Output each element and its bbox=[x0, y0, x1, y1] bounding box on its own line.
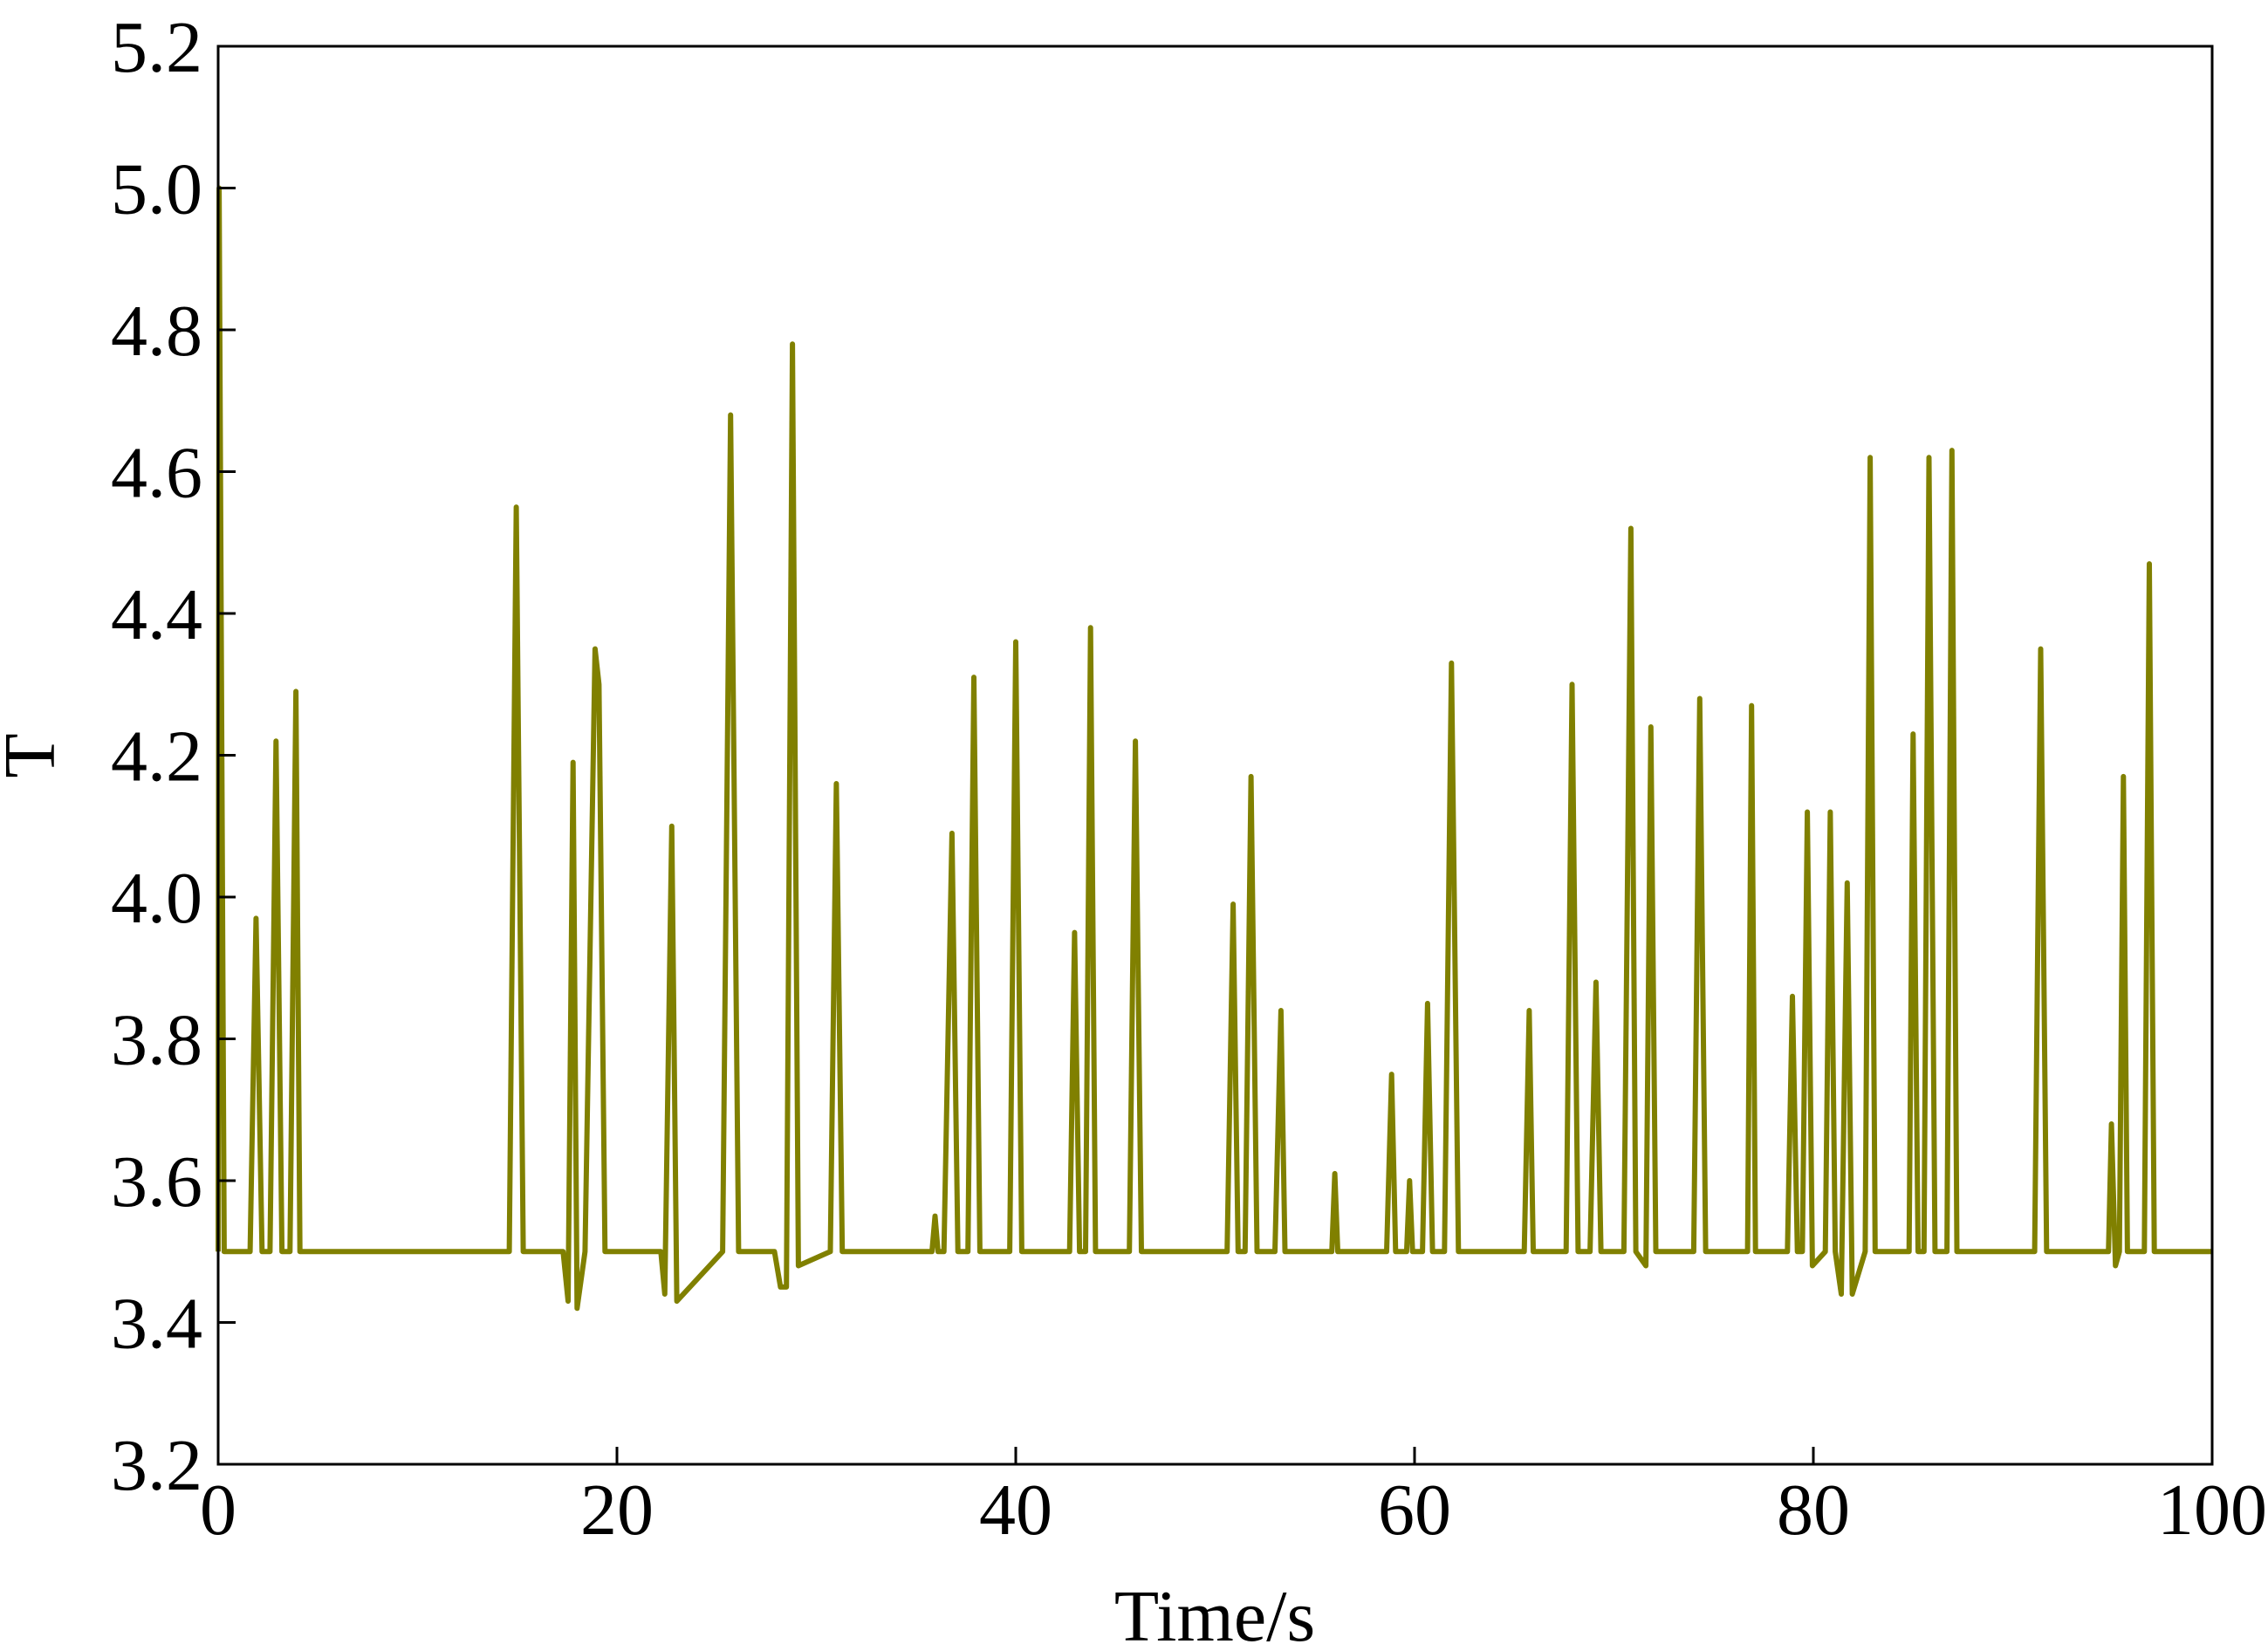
y-tick-label: 3.6 bbox=[111, 1141, 202, 1223]
x-tick-label: 100 bbox=[2157, 1469, 2267, 1551]
y-tick-label: 5.2 bbox=[111, 7, 202, 88]
y-tick-label: 5.0 bbox=[111, 149, 202, 230]
x-tick-label: 60 bbox=[1378, 1469, 1451, 1551]
x-tick-label: 0 bbox=[200, 1469, 236, 1551]
y-tick-label: 4.2 bbox=[111, 716, 202, 798]
y-tick-label: 3.4 bbox=[111, 1284, 202, 1365]
y-tick-label: 3.8 bbox=[111, 1000, 202, 1081]
x-tick-label: 80 bbox=[1777, 1469, 1850, 1551]
series-line-1 bbox=[216, 185, 2212, 1312]
y-tick-label: 4.0 bbox=[111, 858, 202, 939]
x-axis-label: Time/s bbox=[1114, 1576, 1315, 1647]
y-tick-label: 4.4 bbox=[111, 574, 202, 655]
y-tick-label: 4.6 bbox=[111, 433, 202, 514]
y-tick-label: 4.8 bbox=[111, 291, 202, 372]
ticks-layer: 0 20 40 60 80 100 3.2 3.4 3.6 3.8 4.0 4.2 4.4 4.6 4.8 5… bbox=[111, 7, 2267, 1551]
plot-frame bbox=[216, 45, 2214, 1466]
x-tick-label: 40 bbox=[979, 1469, 1052, 1551]
y-tick-label: 3.2 bbox=[111, 1425, 202, 1506]
x-tick-label: 20 bbox=[580, 1469, 654, 1551]
y-axis-label: T bbox=[0, 733, 71, 778]
plot-layer bbox=[216, 185, 2212, 1312]
